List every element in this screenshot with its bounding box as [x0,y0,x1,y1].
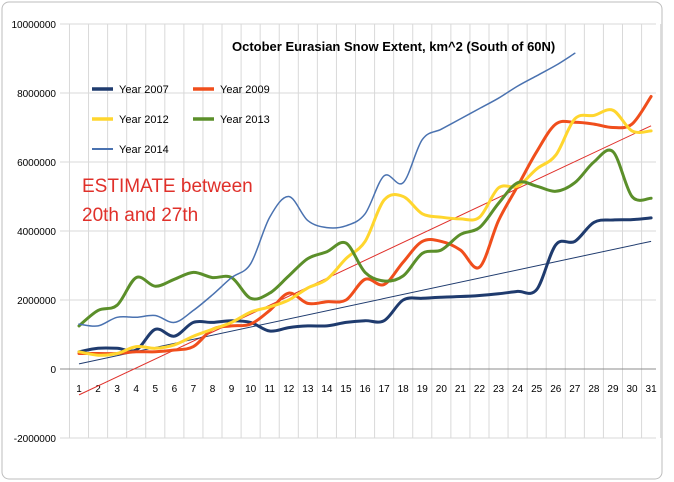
x-tick-label: 23 [493,384,505,395]
legend-label: Year 2007 [119,84,169,96]
annotation-line-1: ESTIMATE between [82,176,253,197]
x-tick-label: 31 [646,384,658,395]
annotation-line-2: 20th and 27th [82,205,198,226]
x-tick-label: 21 [455,384,467,395]
series-line-year-2009 [77,95,653,356]
x-tick-label: 20 [436,384,448,395]
x-tick-label: 14 [321,384,333,395]
series-line-year-2014 [78,52,576,327]
x-tick-label: 6 [172,384,178,395]
x-tick-label: 26 [550,384,562,395]
legend-label: Year 2009 [220,84,270,96]
y-tick-label: -2000000 [14,434,57,445]
series-line-year-2012 [77,108,653,357]
x-tick-label: 22 [474,384,486,395]
x-tick-label: 2 [95,384,101,395]
series-lines [77,52,653,357]
y-tick-label: 8000000 [17,89,56,100]
legend-label: Year 2013 [220,114,270,126]
chart-title: October Eurasian Snow Extent, km^2 (Sout… [232,39,555,54]
x-tick-label: 16 [359,384,371,395]
x-tick-label: 9 [229,384,235,395]
x-tick-label: 18 [398,384,410,395]
legend-label: Year 2014 [119,144,169,156]
x-tick-label: 17 [379,384,391,395]
y-tick-label: 2000000 [17,296,56,307]
x-tick-label: 11 [265,384,276,395]
x-tick-label: 13 [302,384,314,395]
x-tick-label: 27 [569,384,581,395]
x-tick-label: 15 [340,384,352,395]
x-tick-label: 4 [133,384,139,395]
series-line-year-2013 [77,148,653,328]
x-tick-label: 24 [512,384,524,395]
y-tick-label: 6000000 [17,158,56,169]
x-tick-label: 1 [76,384,82,395]
y-tick-label: 0 [50,365,56,376]
y-tick-label: 10000000 [12,20,57,31]
x-tick-label: 8 [210,384,216,395]
x-axis: 1 2 3 4 5 6 7 8 9 10 11 12 13 14 15 16 17 18 19 20 21 22 23 24 2… [60,368,658,395]
x-tick-label: 10 [245,384,257,395]
x-tick-label: 7 [191,384,197,395]
x-tick-label: 25 [531,384,543,395]
y-axis: -2000000 0 2000000 4000000 6000000 8000000 100… [12,20,57,445]
x-tick-label: 28 [588,384,600,395]
y-tick-label: 4000000 [17,227,56,238]
x-tick-label: 12 [283,384,295,395]
chart-border [1,1,663,480]
x-tick-label: 3 [114,384,120,395]
x-tick-label: 5 [152,384,158,395]
legend: Year 2007 Year 2009 Year 2012 Year 2013 Year… [92,84,270,156]
x-tick-label: 19 [417,384,429,395]
legend-label: Year 2012 [119,114,169,126]
series-line-year-2007 [77,216,653,354]
x-tick-label: 30 [626,384,638,395]
x-tick-label: 29 [607,384,619,395]
